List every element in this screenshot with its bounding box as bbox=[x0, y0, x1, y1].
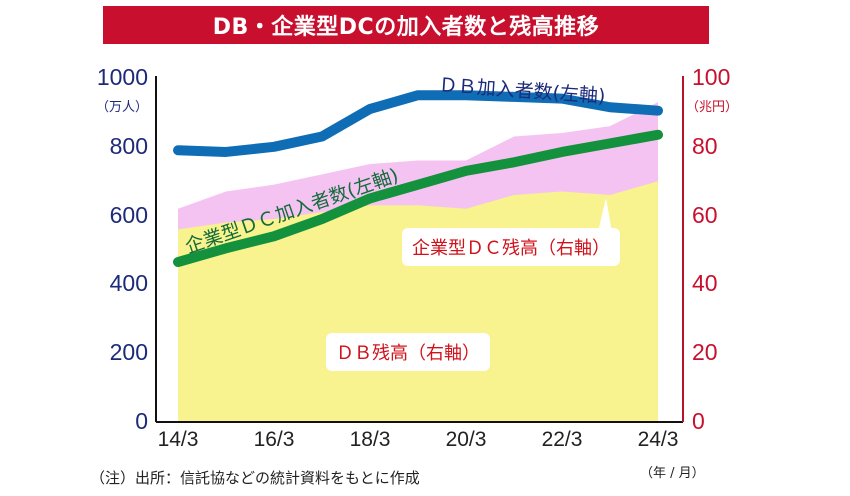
dc-members-line bbox=[173, 129, 663, 268]
right-axis-tick: 100 bbox=[692, 64, 731, 90]
right-axis-tick: 0 bbox=[692, 408, 705, 434]
left-axis-tick: 200 bbox=[109, 339, 148, 366]
x-axis-tick: 20/3 bbox=[445, 428, 487, 451]
right-axis-tick: 80 bbox=[692, 132, 718, 159]
dc-balance-callout-pointer bbox=[598, 198, 612, 232]
left-axis-tick: 0 bbox=[135, 408, 148, 434]
right-axis-tick: 40 bbox=[692, 270, 718, 297]
x-axis-tick: 22/3 bbox=[541, 428, 583, 451]
left-axis-tick: 800 bbox=[109, 132, 148, 159]
footnote: （注）出所：信託協などの統計資料をもとに作成 bbox=[90, 469, 420, 487]
dc-balance-label: 企業型ＤＣ残高（右軸） bbox=[402, 228, 620, 266]
right-axis-tick: 20 bbox=[692, 339, 718, 366]
x-axis-tick: 18/3 bbox=[349, 428, 391, 451]
db-balance-label: ＤＢ残高（右軸） bbox=[326, 333, 490, 371]
right-axis-tick: 60 bbox=[692, 201, 718, 228]
x-axis-tick: 24/3 bbox=[637, 428, 679, 451]
x-axis-unit: （年 / 月） bbox=[640, 466, 705, 481]
db-members-line bbox=[173, 90, 663, 157]
left-axis-unit: （万人） bbox=[96, 100, 149, 115]
left-axis-tick: 1000 bbox=[96, 64, 148, 90]
x-axis-tick: 14/3 bbox=[157, 428, 199, 451]
chart-title: DB・企業型DCの加入者数と残高推移 bbox=[212, 15, 600, 40]
chart-title-bar: DB・企業型DCの加入者数と残高推移 bbox=[103, 6, 709, 44]
left-axis-tick: 400 bbox=[109, 270, 148, 297]
left-axis-tick: 600 bbox=[109, 201, 148, 228]
x-axis-tick: 16/3 bbox=[253, 428, 295, 451]
right-axis-unit: （兆円） bbox=[686, 100, 739, 115]
